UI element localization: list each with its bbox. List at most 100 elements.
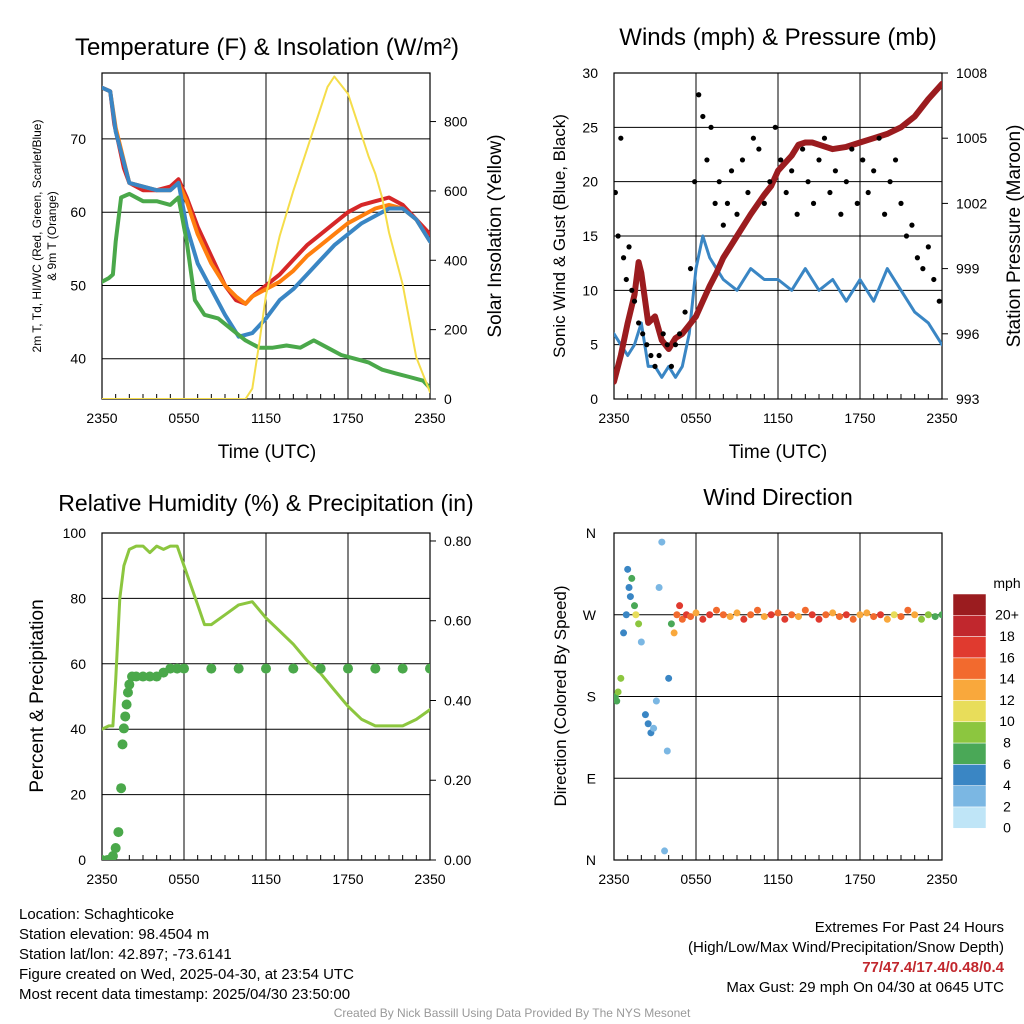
gust-point xyxy=(854,200,860,206)
gust-point xyxy=(682,309,688,315)
humidity-left-axis-label: Percent & Precipitation xyxy=(27,599,48,792)
gust-point xyxy=(871,168,877,174)
y-tick-label: 20 xyxy=(70,787,86,803)
direction-point xyxy=(836,613,843,621)
x-tick-label: 2350 xyxy=(414,871,445,887)
direction-point xyxy=(822,611,830,619)
direction-point xyxy=(644,720,652,728)
gust-point xyxy=(668,363,675,369)
gust-point xyxy=(720,222,726,228)
gust-point xyxy=(832,168,839,174)
direction-point xyxy=(781,615,789,623)
right-tick-label: 400 xyxy=(444,252,468,268)
gust-point xyxy=(652,363,658,369)
gust-point xyxy=(756,146,762,152)
direction-point xyxy=(788,611,796,619)
x-tick-label: 1150 xyxy=(251,871,281,887)
direction-point xyxy=(931,613,939,621)
precip-point xyxy=(120,711,131,722)
precip-point xyxy=(122,687,133,698)
station-latlon: Station lat/lon: 42.897; -73.6141 xyxy=(19,946,232,963)
precip-point xyxy=(261,663,271,674)
series-line xyxy=(102,191,430,390)
colorbar-swatch xyxy=(952,615,987,637)
gust-point xyxy=(816,157,822,163)
right-tick-label: 1002 xyxy=(956,195,987,211)
colorbar-label: 16 xyxy=(999,649,1015,665)
gust-point xyxy=(629,287,635,293)
y-tick-label: 0 xyxy=(78,852,86,868)
y-tick-label: 60 xyxy=(70,204,86,220)
winds-x-axis-label: Time (UTC) xyxy=(729,442,828,463)
series-line xyxy=(102,85,430,339)
direction-panel-title: Wind Direction xyxy=(703,484,853,510)
x-tick-label: 2350 xyxy=(414,410,445,426)
precip-point xyxy=(124,679,135,690)
x-tick-label: 1750 xyxy=(844,871,875,887)
gust-point xyxy=(914,255,921,261)
series-line xyxy=(614,80,942,385)
direction-point xyxy=(808,611,816,619)
direction-point xyxy=(774,609,782,617)
gust-point xyxy=(860,157,866,163)
direction-point xyxy=(658,538,666,546)
gust-point xyxy=(772,124,778,130)
gust-point xyxy=(614,189,618,196)
y-tick-label: 30 xyxy=(582,65,598,81)
gust-point xyxy=(660,331,666,337)
precip-point xyxy=(343,663,353,674)
gust-point xyxy=(800,146,806,152)
direction-left-axis-label: Direction (Colored By Speed) xyxy=(551,585,570,806)
direction-point xyxy=(795,613,802,621)
colorbar-label: 4 xyxy=(1003,777,1011,793)
precip-point xyxy=(118,723,129,734)
gust-point xyxy=(687,266,694,272)
direction-point xyxy=(904,606,912,614)
humidity-panel-title: Relative Humidity (%) & Precipitation (i… xyxy=(58,490,473,516)
direction-point xyxy=(699,615,707,623)
gust-point xyxy=(656,352,662,359)
gust-point xyxy=(838,211,844,217)
direction-point xyxy=(626,593,634,601)
direction-point xyxy=(760,613,768,621)
direction-point xyxy=(883,615,891,623)
colorbar-swatch xyxy=(952,636,987,659)
gust-point xyxy=(849,146,855,152)
humidity-panel: Relative Humidity (%) & Precipitation (i… xyxy=(27,490,474,887)
plot-frame xyxy=(101,532,431,861)
y-tick-label: 5 xyxy=(590,337,598,353)
colorbar-label: 18 xyxy=(999,628,1015,644)
direction-point xyxy=(713,606,720,614)
y-tick-label: 100 xyxy=(63,525,87,541)
y-tick-label: 80 xyxy=(70,590,86,606)
gust-point xyxy=(920,266,926,272)
direction-point xyxy=(918,615,925,623)
gust-point xyxy=(898,200,904,206)
gust-point xyxy=(794,211,800,217)
plot-data xyxy=(102,75,430,399)
y-tick-label: 0 xyxy=(590,391,598,407)
precip-point xyxy=(233,663,244,674)
colorbar-label: 14 xyxy=(999,671,1015,687)
gust-point xyxy=(724,200,731,206)
precip-point xyxy=(288,663,299,674)
colorbar-label: 20+ xyxy=(995,607,1019,623)
y-tick-label: 10 xyxy=(582,282,598,298)
colorbar-label: 10 xyxy=(999,713,1015,729)
direction-point xyxy=(801,606,809,614)
colorbar-swatch xyxy=(952,593,987,616)
max-gust: Max Gust: 29 mph On 04/30 at 0645 UTC xyxy=(726,979,1004,996)
gust-point xyxy=(887,179,893,185)
x-tick-label: 2350 xyxy=(598,410,629,426)
direction-point xyxy=(754,606,761,614)
direction-point xyxy=(622,611,630,619)
direction-point xyxy=(631,602,638,610)
y-tick-label: 50 xyxy=(70,277,86,293)
precip-point xyxy=(165,663,176,674)
direction-point xyxy=(620,629,628,637)
gust-point xyxy=(739,157,746,163)
right-tick-label: 0.80 xyxy=(444,533,471,549)
gust-point xyxy=(696,92,702,98)
y-tick-label: E xyxy=(587,770,596,786)
plot-data xyxy=(102,544,430,860)
